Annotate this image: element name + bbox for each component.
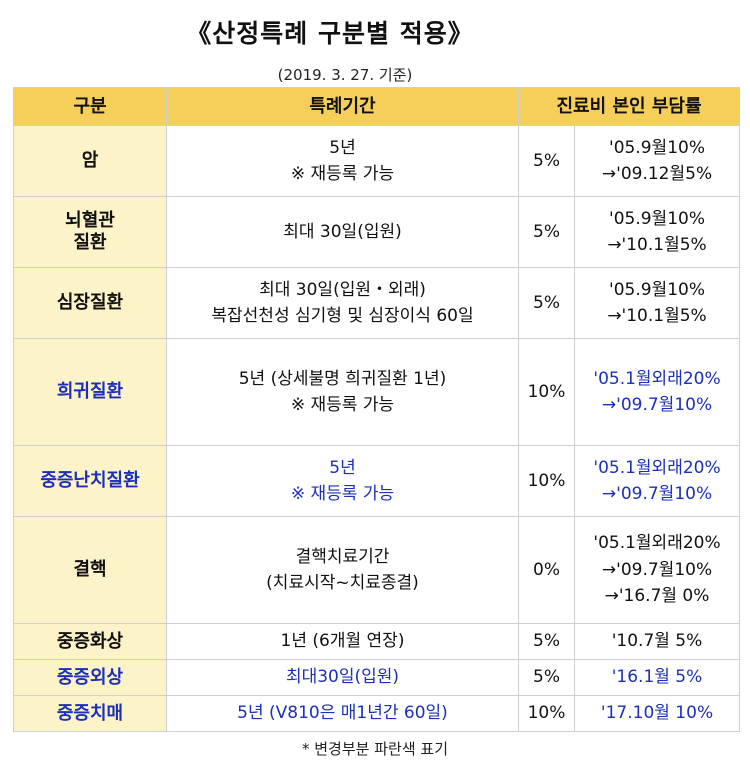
period-line: 5년 <box>329 457 356 478</box>
document-title: 《산정특례 구분별 적용》 <box>186 19 474 48</box>
row-rate: 5% <box>518 623 575 660</box>
history-line: '05.9월10% <box>609 137 705 158</box>
row-history: '05.9월10% →'10.1월5% <box>573 267 741 339</box>
history-line: '05.9월10% <box>609 279 705 300</box>
row-rate: 0% <box>518 516 575 624</box>
row-history: '16.1월 5% <box>573 659 741 696</box>
period-line: 1년 (6개월 연장) <box>280 631 405 652</box>
row-period: 5년 (상세불명 희귀질환 1년) ※ 재등록 가능 <box>166 338 519 446</box>
period-line: 최대 30일(입원) <box>283 221 402 242</box>
row-period: 1년 (6개월 연장) <box>166 623 519 660</box>
row-category: 중증화상 <box>13 623 167 660</box>
row-rate: 10% <box>518 338 575 446</box>
row-period: 최대30일(입원) <box>166 659 519 696</box>
row-category: 결핵 <box>13 516 167 624</box>
row-category: 뇌혈관 질환 <box>13 196 167 268</box>
history-line: '05.1월외래20% <box>593 457 721 478</box>
row-category: 암 <box>13 125 167 197</box>
history-line: '10.7월 5% <box>611 631 703 652</box>
row-category: 심장질환 <box>13 267 167 339</box>
period-line: 5년 (상세불명 희귀질환 1년) <box>238 368 447 389</box>
row-category: 중증치매 <box>13 695 167 732</box>
row-history: '05.1월외래20% →'09.7월10% →'16.7월 0% <box>573 516 741 624</box>
history-line: →'16.7월 0% <box>604 586 710 607</box>
row-category: 중증난치질환 <box>13 445 167 517</box>
table-row: 암 5년 ※ 재등록 가능 5% '05.9월10% →'09.12월5% <box>13 125 741 197</box>
header-period: 특례기간 <box>166 87 519 126</box>
row-history: '05.9월10% →'10.1월5% <box>573 196 741 268</box>
row-category: 희귀질환 <box>13 338 167 446</box>
row-period: 5년 ※ 재등록 가능 <box>166 125 519 197</box>
history-line: →'10.1월5% <box>607 235 707 255</box>
row-history: '05.9월10% →'09.12월5% <box>573 125 741 197</box>
row-period: 5년 ※ 재등록 가능 <box>166 445 519 517</box>
history-line: '05.1월외래20% <box>593 533 721 554</box>
row-period: 결핵치료기간 (치료시작~치료종결) <box>166 516 519 624</box>
row-rate: 10% <box>518 445 575 517</box>
period-line: ※ 재등록 가능 <box>290 395 395 415</box>
row-category-label: 뇌혈관 질환 <box>65 210 115 253</box>
row-rate: 5% <box>518 196 575 268</box>
history-line: '17.10월 10% <box>600 703 714 724</box>
period-line: 최대 30일(입원・외래) <box>259 279 426 300</box>
history-line: →'09.12월5% <box>601 164 713 184</box>
history-line: →'09.7월10% <box>601 559 713 580</box>
row-rate: 5% <box>518 659 575 696</box>
special-case-table: 구분 특례기간 진료비 본인 부담률 암 5년 ※ 재등록 가능 5% '05.… <box>13 87 741 732</box>
row-history: '05.1월외래20% →'09.7월10% <box>573 445 741 517</box>
history-line: '05.9월10% <box>609 208 705 229</box>
row-rate: 5% <box>518 267 575 339</box>
table-row: 뇌혈관 질환 최대 30일(입원) 5% '05.9월10% →'10.1월5% <box>13 196 741 268</box>
row-rate: 5% <box>518 125 575 197</box>
table-row: 희귀질환 5년 (상세불명 희귀질환 1년) ※ 재등록 가능 10% '05.… <box>13 338 741 446</box>
table-row: 중증치매 5년 (V810은 매1년간 60일) 10% '17.10월 10% <box>13 695 741 732</box>
row-history: '05.1월외래20% →'09.7월10% <box>573 338 741 446</box>
table-row: 심장질환 최대 30일(입원・외래) 복잡선천성 심기형 및 심장이식 60일 … <box>13 267 741 339</box>
table-header-row: 구분 특례기간 진료비 본인 부담률 <box>13 87 741 126</box>
row-history: '10.7월 5% <box>573 623 741 660</box>
history-line: '05.1월외래20% <box>593 368 721 389</box>
footnote: * 변경부분 파란색 표기 <box>301 740 448 758</box>
date-note: (2019. 3. 27. 기준) <box>277 66 413 84</box>
table-row: 중증난치질환 5년 ※ 재등록 가능 10% '05.1월외래20% →'09.… <box>13 445 741 517</box>
table-row: 중증외상 최대30일(입원) 5% '16.1월 5% <box>13 659 741 696</box>
row-category: 중증외상 <box>13 659 167 696</box>
row-rate: 10% <box>518 695 575 732</box>
period-line: (치료시작~치료종결) <box>266 573 419 593</box>
period-line: 5년 <box>329 137 356 158</box>
period-line: ※ 재등록 가능 <box>290 484 395 504</box>
row-history: '17.10월 10% <box>573 695 741 732</box>
period-line: 5년 (V810은 매1년간 60일) <box>237 703 448 724</box>
header-category: 구분 <box>13 87 167 126</box>
row-period: 최대 30일(입원・외래) 복잡선천성 심기형 및 심장이식 60일 <box>166 267 519 339</box>
table-row: 중증화상 1년 (6개월 연장) 5% '10.7월 5% <box>13 623 741 660</box>
period-line: ※ 재등록 가능 <box>290 164 395 184</box>
period-line: 복잡선천성 심기형 및 심장이식 60일 <box>211 306 474 326</box>
row-period: 5년 (V810은 매1년간 60일) <box>166 695 519 732</box>
row-period: 최대 30일(입원) <box>166 196 519 268</box>
period-line: 결핵치료기간 <box>295 546 390 567</box>
history-line: →'09.7월10% <box>601 484 713 504</box>
period-line: 최대30일(입원) <box>285 667 400 688</box>
table-row: 결핵 결핵치료기간 (치료시작~치료종결) 0% '05.1월외래20% →'0… <box>13 516 741 624</box>
history-line: →'09.7월10% <box>601 395 713 415</box>
history-line: '16.1월 5% <box>611 667 703 688</box>
history-line: →'10.1월5% <box>607 306 707 326</box>
header-burden: 진료비 본인 부담률 <box>517 87 741 126</box>
